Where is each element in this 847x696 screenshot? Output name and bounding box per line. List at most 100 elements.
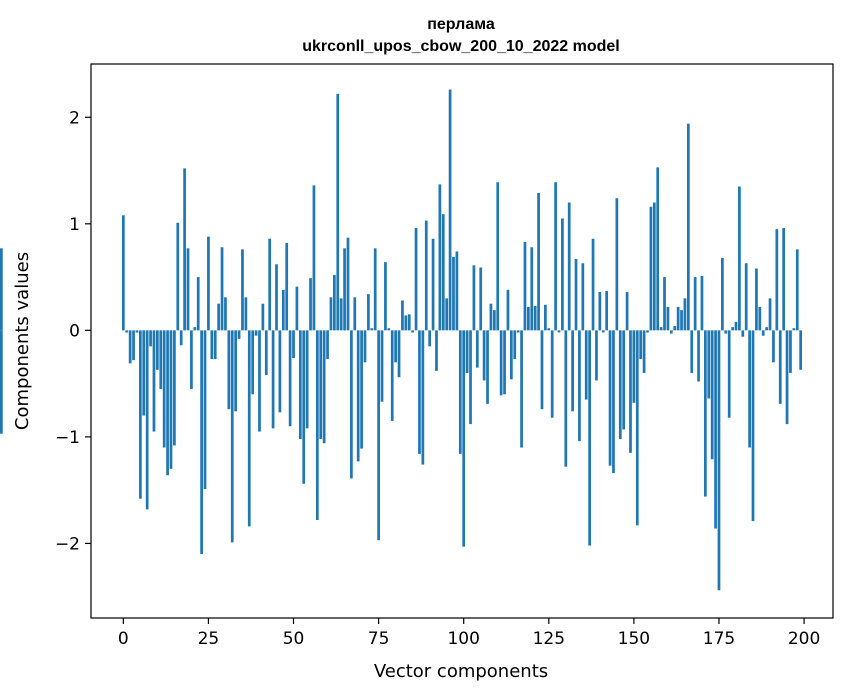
bar-27 (213, 330, 217, 360)
chart-title-line2: ukrconll_upos_cbow_200_10_2022 model (302, 38, 619, 55)
bar-13 (166, 330, 169, 476)
bar-188 (761, 330, 765, 336)
bar-57 (315, 330, 319, 520)
bar-151 (635, 330, 639, 526)
bar-53 (302, 330, 306, 484)
bar-182 (741, 330, 745, 337)
bar-2 (128, 330, 132, 364)
bar-178 (727, 330, 731, 418)
bar-38 (251, 330, 255, 395)
bar-48 (285, 242, 289, 331)
bar-161 (669, 330, 673, 334)
bar-15 (173, 330, 176, 446)
bar-92 (435, 330, 438, 371)
bar-119 (527, 306, 530, 331)
bar-35 (241, 249, 244, 331)
bar-91 (431, 238, 435, 331)
x-tick-label: 0 (118, 629, 129, 649)
bar-155 (649, 206, 653, 331)
y-tick-label: −2 (55, 534, 80, 554)
bar-118 (523, 241, 527, 331)
y-tick-label: 2 (69, 108, 80, 128)
bar-32 (230, 330, 234, 543)
bar-80 (394, 330, 397, 363)
bar-62 (333, 274, 336, 331)
bar-83 (404, 315, 408, 331)
bar-105 (479, 267, 483, 331)
bar-113 (506, 289, 510, 331)
x-axis-label: Vector components (374, 661, 548, 682)
bar-102 (469, 330, 472, 425)
bar-66 (346, 237, 350, 331)
bar-189 (765, 327, 768, 331)
bar-197 (792, 328, 796, 331)
bar-33 (234, 330, 238, 412)
plot-frame (90, 63, 834, 619)
bar-164 (680, 310, 683, 331)
bar-28 (217, 303, 220, 331)
bar-82 (401, 300, 404, 331)
bar-133 (574, 258, 578, 331)
bar-199 (799, 330, 803, 370)
bar-40 (258, 330, 261, 432)
y-tick-label: −1 (55, 428, 80, 448)
bar-42 (264, 330, 268, 376)
bar-44 (271, 330, 275, 429)
bar-3 (132, 330, 135, 361)
bar-67 (350, 330, 353, 479)
bar-25 (207, 236, 210, 331)
bar-149 (629, 330, 632, 453)
bar-97 (452, 256, 455, 331)
bar-59 (322, 330, 326, 444)
bar-180 (734, 321, 738, 331)
y-axis-ticks: −2 −1 0 1 2 (55, 108, 91, 554)
bar-111 (499, 330, 503, 396)
bar-68 (353, 297, 357, 331)
bar-190 (768, 298, 772, 331)
bar-21 (193, 327, 197, 331)
bar-72 (367, 294, 370, 331)
bar-9 (152, 330, 156, 432)
bar-6 (142, 330, 146, 416)
bar-31 (227, 330, 231, 410)
bar-64 (339, 298, 343, 331)
bar-128 (557, 330, 561, 333)
bar-undefined (0, 330, 3, 434)
bar-158 (659, 327, 663, 331)
bar-131 (567, 202, 571, 331)
bar-116 (516, 330, 520, 333)
bar-99 (458, 330, 462, 454)
bar-193 (778, 330, 782, 404)
bar-177 (724, 330, 728, 334)
bar-81 (397, 330, 401, 378)
bar-60 (326, 330, 329, 360)
bar-43 (268, 238, 272, 331)
bar-55 (309, 278, 312, 331)
bar-196 (789, 330, 792, 373)
bar-69 (356, 330, 360, 462)
bar-174 (714, 330, 717, 529)
bar-85 (411, 330, 415, 333)
bar-134 (578, 330, 581, 442)
bar-144 (612, 330, 615, 474)
bar-198 (795, 249, 799, 331)
bar-86 (414, 228, 418, 331)
bar-184 (748, 330, 751, 448)
bar-45 (275, 264, 278, 331)
x-tick-label: 125 (533, 629, 565, 649)
bar-34 (237, 330, 241, 339)
bar-153 (642, 330, 646, 373)
bar-101 (465, 330, 469, 373)
bar-173 (710, 330, 714, 460)
bar-47 (281, 289, 285, 331)
bar-10 (156, 330, 159, 370)
bar-112 (503, 330, 506, 395)
x-tick-label: 75 (368, 629, 390, 649)
bar-139 (595, 330, 598, 381)
bar-24 (203, 330, 207, 490)
bar-147 (622, 330, 626, 430)
bar-104 (475, 330, 479, 368)
bar-71 (363, 330, 367, 363)
bar-175 (717, 330, 721, 591)
bar-179 (731, 327, 734, 331)
